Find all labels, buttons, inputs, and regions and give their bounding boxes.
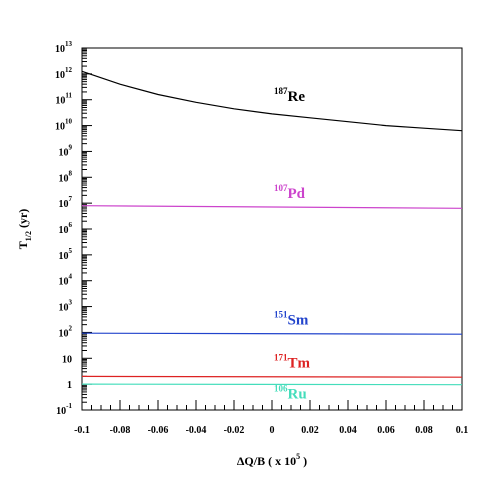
- y-tick-label: 1011: [55, 92, 72, 107]
- y-tick-label: 1: [67, 380, 72, 391]
- y-tick-label: 108: [59, 169, 73, 184]
- series-label-tm: 171Tm: [274, 352, 311, 371]
- y-tick-label: 10-1: [56, 402, 72, 417]
- y-tick-label: 105: [59, 247, 73, 262]
- y-tick-label: 1013: [55, 40, 73, 55]
- x-tick-label: -0.04: [186, 425, 207, 436]
- y-tick-label: 104: [59, 273, 73, 288]
- y-tick-label: 106: [59, 221, 73, 236]
- x-tick-label: -0.08: [110, 425, 131, 436]
- x-tick-label: 0.02: [301, 425, 319, 436]
- series-line-sm: [81, 332, 463, 335]
- y-tick-label: 1010: [55, 118, 73, 133]
- series-label-ru: 106Ru: [274, 383, 307, 402]
- series-label-re: 187Re: [274, 86, 305, 105]
- x-tick-label: -0.02: [224, 425, 245, 436]
- series-labels: 187Re 107Pd 151Sm 171Tm 106Ru: [274, 86, 311, 402]
- x-tick-label: 0.1: [456, 425, 469, 436]
- x-tick-label: 0.06: [377, 425, 395, 436]
- y-tick-label: 109: [59, 143, 73, 158]
- series-line-re: [81, 70, 463, 132]
- y-axis-title: T1/2 (yr): [16, 209, 33, 250]
- x-axis-title: ΔQ/B ( x 105 ): [237, 452, 307, 468]
- axis-ticks: -0.1 -0.08 -0.06 -0.04 -0.02 0 0.02 0.04 0.06 0.0…: [55, 40, 468, 436]
- x-tick-label: 0.04: [339, 425, 357, 436]
- series-line-pd: [81, 205, 463, 209]
- plot-frame: [81, 47, 463, 411]
- x-tick-label: 0: [270, 425, 275, 436]
- y-tick-label: 10: [62, 354, 72, 365]
- series-label-sm: 151Sm: [274, 310, 309, 329]
- y-tick-label: 1012: [55, 66, 73, 81]
- series-line-tm: [81, 375, 463, 378]
- y-tick-label: 102: [59, 324, 73, 339]
- series-line-ru: [81, 383, 463, 386]
- x-tick-label: 0.08: [415, 425, 433, 436]
- y-tick-label: 103: [59, 299, 73, 314]
- y-tick-label: 107: [59, 195, 73, 210]
- series-label-pd: 107Pd: [274, 183, 306, 202]
- x-tick-label: -0.06: [148, 425, 169, 436]
- x-tick-label: -0.1: [74, 425, 90, 436]
- series-group: [81, 70, 463, 386]
